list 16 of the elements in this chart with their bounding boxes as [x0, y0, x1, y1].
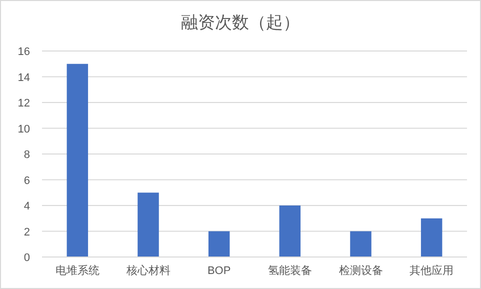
y-tick-label: 14 — [18, 72, 30, 84]
x-tick-label: 氢能装备 — [268, 264, 312, 277]
y-tick-label: 6 — [24, 174, 30, 187]
title: 融资次数（起） — [181, 13, 300, 32]
x-tick-label: 其他应用 — [410, 264, 454, 277]
x-tick-label: BOP — [207, 265, 231, 277]
y-tick-label: 0 — [24, 252, 30, 264]
x-tick-label: 检测设备 — [338, 265, 383, 277]
y-tick-label: 10 — [18, 123, 30, 136]
y-tick-label: 16 — [18, 46, 30, 58]
y-tick-label: 8 — [24, 149, 30, 161]
y-tick-label: 4 — [24, 200, 30, 212]
x-tick-label: 电堆系统 — [55, 264, 100, 277]
y-tick-label: 12 — [18, 98, 30, 110]
x-tick-label: 核心材料 — [125, 264, 170, 277]
y-tick-label: 2 — [24, 226, 30, 238]
